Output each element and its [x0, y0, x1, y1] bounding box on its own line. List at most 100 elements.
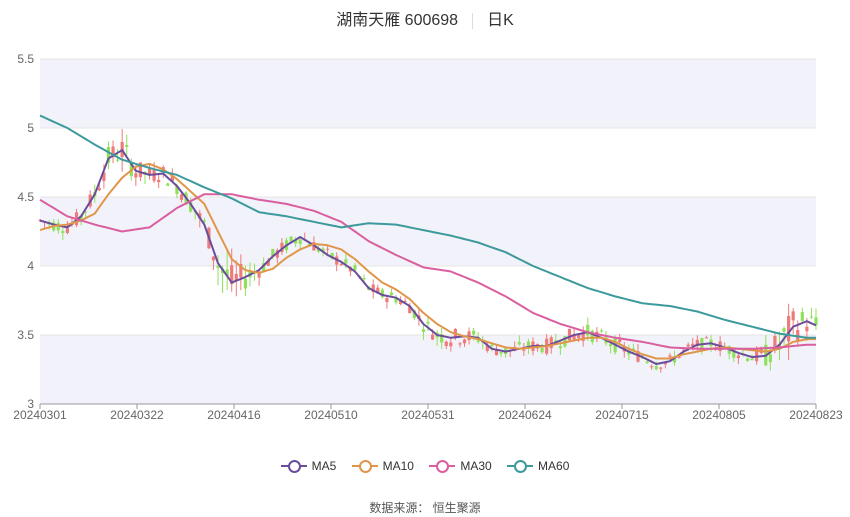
- candle-up: [157, 179, 161, 183]
- candle-down: [106, 146, 111, 163]
- legend-swatch-ma60: [507, 459, 534, 473]
- candle-down: [645, 361, 649, 363]
- candle-up: [430, 334, 435, 340]
- candle-up: [549, 337, 553, 349]
- stock-name-code: 湖南天雁 600698: [336, 12, 459, 29]
- candle-down: [426, 321, 430, 324]
- candle-down: [125, 145, 129, 147]
- candle-up: [102, 172, 106, 181]
- candle-up: [462, 339, 467, 344]
- candle-up: [663, 362, 667, 365]
- legend-item-ma30[interactable]: MA30: [429, 459, 492, 473]
- kline-chart[interactable]: 33.544.555.5 20240301 20240322 20240416 202…: [0, 0, 850, 450]
- x-tick-label: 20240301: [13, 408, 67, 422]
- candle-down: [563, 336, 567, 347]
- x-tick-label: 20240322: [110, 408, 164, 422]
- candle-down: [631, 348, 636, 350]
- candle-down: [289, 236, 293, 242]
- candle-down: [330, 253, 334, 259]
- candle-down: [809, 316, 814, 318]
- candle-up: [682, 349, 686, 351]
- candle-up: [179, 194, 184, 200]
- candle-up: [581, 332, 585, 341]
- y-tick-label: 4: [27, 259, 34, 273]
- legend-label-ma10: MA10: [382, 459, 414, 473]
- y-tick-label: 3: [27, 397, 34, 411]
- candle-down: [608, 344, 613, 347]
- candle-up: [234, 273, 238, 281]
- candle-up: [636, 351, 640, 362]
- candle-up: [686, 344, 690, 347]
- candle-up: [266, 260, 270, 266]
- candle-up: [257, 272, 261, 278]
- x-tick-label: 20240510: [304, 408, 358, 422]
- candle-up: [695, 339, 699, 346]
- candle-up: [170, 175, 174, 182]
- candle-down: [298, 239, 302, 244]
- candle-up: [239, 264, 243, 278]
- band: [40, 59, 816, 128]
- candle-down: [389, 292, 394, 296]
- candle-down: [517, 342, 521, 345]
- candle-up: [147, 168, 152, 176]
- candle-up: [691, 343, 695, 347]
- x-tick-label: 20240416: [207, 408, 261, 422]
- candle-up: [522, 349, 526, 351]
- candle-down: [499, 352, 503, 354]
- candle-down: [380, 289, 384, 298]
- candle-down: [202, 220, 206, 222]
- legend: MA5 MA10 MA30 MA60: [0, 459, 850, 476]
- y-tick-label: 3.5: [17, 328, 34, 342]
- x-tick-label: 20240715: [595, 408, 649, 422]
- candle-down: [353, 265, 357, 271]
- candle-down: [61, 231, 65, 233]
- legend-item-ma60[interactable]: MA60: [507, 459, 569, 473]
- x-axis: 20240301 20240322 20240416 20240510 20240531…: [13, 404, 843, 422]
- y-axis: 3 3.5 4 4.5 5 5.5: [17, 52, 34, 411]
- candle-down: [216, 265, 220, 268]
- candle-down: [599, 330, 604, 332]
- candle-down: [750, 358, 754, 361]
- candle-down: [225, 269, 229, 277]
- candle-up: [399, 300, 403, 305]
- legend-item-ma5[interactable]: MA5: [280, 459, 336, 473]
- x-tick-label: 20240624: [498, 408, 552, 422]
- candle-down: [745, 358, 750, 361]
- candle-down: [84, 211, 88, 213]
- line-ma30: [39, 193, 816, 350]
- candle-down: [116, 159, 120, 161]
- candle-down: [768, 354, 772, 363]
- candle-down: [189, 201, 193, 212]
- candle-down: [421, 329, 426, 332]
- candle-up: [618, 339, 622, 342]
- candle-down: [262, 262, 266, 272]
- candle-up: [494, 350, 499, 356]
- candle-up: [385, 297, 389, 303]
- candle-up: [371, 284, 375, 293]
- candle-up: [111, 146, 115, 158]
- candle-down: [362, 278, 366, 280]
- candle-down: [271, 249, 275, 257]
- x-tick-label: 20240531: [401, 408, 455, 422]
- candle-up: [572, 333, 576, 340]
- y-tick-label: 5.5: [17, 52, 34, 66]
- candle-down: [175, 186, 179, 194]
- x-tick-label: 20240823: [789, 408, 843, 422]
- candle-up: [567, 328, 572, 341]
- legend-label-ma30: MA30: [460, 459, 492, 473]
- candle-up: [325, 248, 330, 250]
- candle-up: [403, 301, 407, 303]
- legend-item-ma10[interactable]: MA10: [351, 459, 414, 473]
- candle-up: [650, 366, 654, 368]
- candle-down: [586, 324, 590, 336]
- moving-average-lines: [39, 114, 817, 365]
- candle-up: [138, 162, 143, 178]
- candle-down: [782, 328, 786, 332]
- candle-down: [800, 312, 804, 321]
- period-label: 日K: [487, 12, 514, 29]
- candle-up: [755, 349, 759, 362]
- candle-up: [449, 342, 453, 347]
- candle-up: [796, 330, 800, 341]
- candle-down: [558, 346, 562, 349]
